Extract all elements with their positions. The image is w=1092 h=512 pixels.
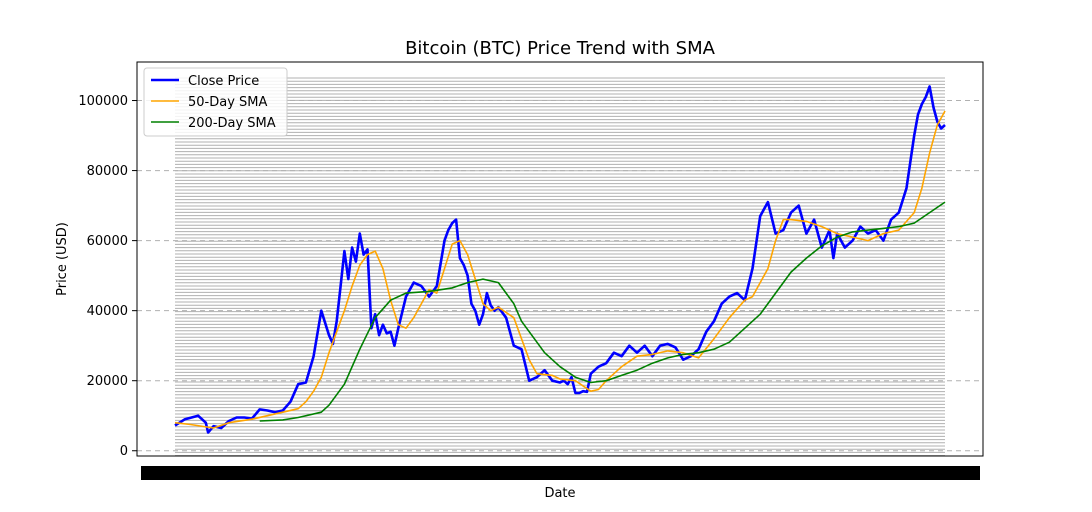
y-axis-label: Price (USD) [55,222,70,296]
series-line-200-day-sma [259,201,946,422]
series-line-50-day-sma [174,110,946,429]
y-tick-label: 80000 [87,164,128,179]
x-tick-label-band [141,466,980,480]
y-tick-label: 40000 [87,304,128,319]
plot-frame [136,61,984,457]
legend: Close Price 50-Day SMA 200-Day SMA [143,67,288,137]
y-tick-label: 20000 [87,374,128,389]
series-lines [174,85,946,434]
hatch-lines [175,77,945,457]
chart-title: Bitcoin (BTC) Price Trend with SMA [405,38,716,59]
legend-label: 200-Day SMA [188,116,276,131]
y-tick-label: 60000 [87,234,128,249]
legend-label: 50-Day SMA [188,95,268,110]
x-axis [141,466,980,480]
legend-label: Close Price [188,74,259,89]
legend-box [143,67,288,137]
y-tick-label: 0 [120,444,128,459]
date-tick-hatch [175,77,945,457]
x-axis-label: Date [544,486,575,501]
y-axis: 0 20000 40000 60000 80000 100000 [78,94,137,459]
y-tick-label: 100000 [78,94,128,109]
